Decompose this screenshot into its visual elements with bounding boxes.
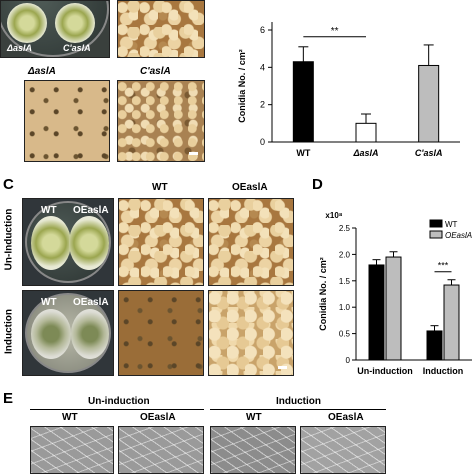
hyphae-oe-induction [300, 426, 386, 474]
col-label-e4: OEaslA [328, 412, 364, 423]
plate-induction: WT OEaslA [22, 290, 114, 376]
exponent-label: x10⁸ [325, 211, 342, 220]
colony-oe [69, 216, 109, 270]
col-label-e3: WT [246, 412, 262, 423]
plate-label-oe: OEaslA [73, 205, 109, 216]
group-line-induction [210, 409, 386, 410]
bar [292, 61, 314, 143]
panel-letter-c: C [3, 176, 14, 193]
chart-d: 0 0.5 1.0 1.5 2.0 2.5 x10⁸ Conidia No. / cm² Un-… [318, 211, 472, 376]
legend-swatch [429, 219, 443, 228]
micrograph-mutant [24, 80, 110, 162]
y-tick-label: 2 [260, 100, 265, 110]
y-tick-label: 1.5 [339, 277, 351, 286]
row-label-mutant: ΔaslA [28, 66, 56, 77]
plate-photo-top: ΔaslA C'aslA [0, 0, 110, 58]
plate-uninduction: WT OEaslA [22, 198, 114, 286]
micrograph-wt-uninduction [118, 198, 204, 286]
y-tick-label: 0 [260, 137, 265, 147]
bar [443, 284, 460, 361]
col-label-oe: OEaslA [232, 182, 268, 193]
col-label-e2: OEaslA [140, 412, 176, 423]
significance-label: *** [438, 261, 449, 271]
panel-letter-e: E [3, 390, 14, 407]
micrograph-oe-induction [208, 290, 294, 376]
colony-wt [31, 309, 71, 359]
petri-plate [1, 1, 109, 57]
col-label-wt: WT [152, 182, 168, 193]
petri-plate [25, 201, 111, 283]
group-label-induction: Induction [276, 396, 321, 407]
col-label-e1: WT [62, 412, 78, 423]
micrograph-comp [117, 80, 205, 162]
row-label-comp: C'aslA [140, 66, 171, 77]
y-tick-label: 2.5 [339, 224, 351, 233]
petri-plate [25, 293, 111, 373]
x-tick-label: C'aslA [415, 148, 443, 158]
plate-label-comp: C'aslA [63, 43, 91, 53]
bar [426, 330, 443, 361]
bar [355, 122, 377, 143]
bar [368, 264, 385, 361]
colony-comp [55, 3, 95, 43]
hyphae-oe-uninduction [118, 426, 204, 474]
y-tick-label: 1.0 [339, 303, 351, 312]
group-label-uninduction: Un-induction [88, 396, 150, 407]
micrograph-wt-induction [118, 290, 204, 376]
panel-letter-d: D [312, 176, 323, 193]
bar [418, 64, 440, 143]
y-tick-label: 0.5 [339, 330, 351, 339]
chart-top: 0 2 4 6 Conidia No. / cm² WT ΔaslA C'aslA ** [237, 22, 460, 158]
hyphae-wt-uninduction [30, 426, 114, 474]
row-label-uninduction: Un-Induction [3, 208, 15, 271]
x-tick-label: Un-induction [357, 366, 413, 376]
micrograph-wt [117, 0, 205, 58]
colony-wt [31, 216, 71, 270]
plate-label-oe: OEaslA [73, 297, 109, 308]
plate-label-wt: WT [41, 205, 57, 216]
y-tick-label: 6 [260, 25, 265, 35]
plate-label-wt: WT [41, 297, 57, 308]
significance-label: ** [331, 26, 339, 37]
y-tick-label: 0 [346, 356, 351, 365]
legend-label: WT [445, 220, 458, 229]
group-line-uninduction [30, 409, 204, 410]
bar [385, 256, 402, 361]
colony-oe [71, 309, 109, 359]
y-tick-label: 2.0 [339, 250, 351, 259]
row-label-induction: Induction [3, 309, 15, 354]
hyphae-wt-induction [210, 426, 296, 474]
micrograph-oe-uninduction [208, 198, 294, 286]
y-tick-label: 4 [260, 62, 265, 72]
y-axis-label: Conidia No. / cm² [318, 257, 328, 331]
legend-label: OEaslA [445, 231, 472, 240]
x-tick-label: WT [296, 148, 310, 158]
scale-bar [278, 366, 287, 369]
scale-bar [189, 152, 198, 155]
x-tick-label: Induction [423, 366, 464, 376]
y-axis-label: Conidia No. / cm² [237, 49, 247, 123]
x-tick-label: ΔaslA [352, 148, 378, 158]
legend-swatch [429, 230, 443, 239]
colony-wt [7, 3, 47, 43]
plate-label-mutant: ΔaslA [7, 43, 33, 53]
